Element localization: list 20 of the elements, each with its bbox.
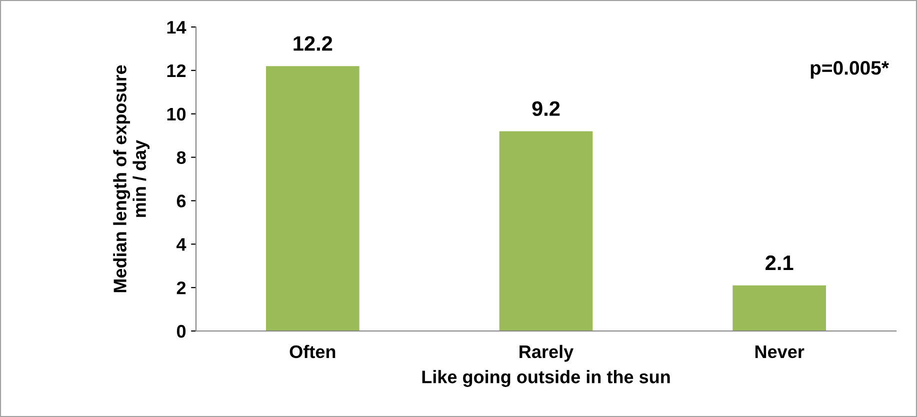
- y-tick-label: 2: [176, 282, 186, 294]
- y-axis-title: Median length of exposure min / day: [113, 65, 150, 292]
- x-tick-label: Rarely: [520, 344, 574, 362]
- data-label: 9.2: [532, 101, 560, 116]
- y-tick-label: 10: [167, 108, 186, 121]
- y-tick-label: 4: [176, 238, 186, 251]
- bar: [499, 131, 593, 331]
- x-axis-title: Like going outside in the sun: [422, 370, 670, 387]
- x-tick-label: Often: [290, 344, 336, 358]
- bar: [732, 285, 826, 331]
- data-label: 12.2: [294, 36, 332, 51]
- data-label: 2.1: [766, 255, 794, 270]
- y-tick-label: 8: [176, 151, 186, 164]
- x-tick-label: Never: [755, 346, 804, 358]
- y-tick-label: 12: [167, 64, 186, 77]
- y-tick-label: 6: [176, 194, 186, 208]
- annotation: p=0.005*: [810, 61, 889, 79]
- bar: [266, 66, 360, 331]
- y-tick-label: 0: [176, 324, 186, 338]
- y-tick-label: 14: [167, 21, 186, 34]
